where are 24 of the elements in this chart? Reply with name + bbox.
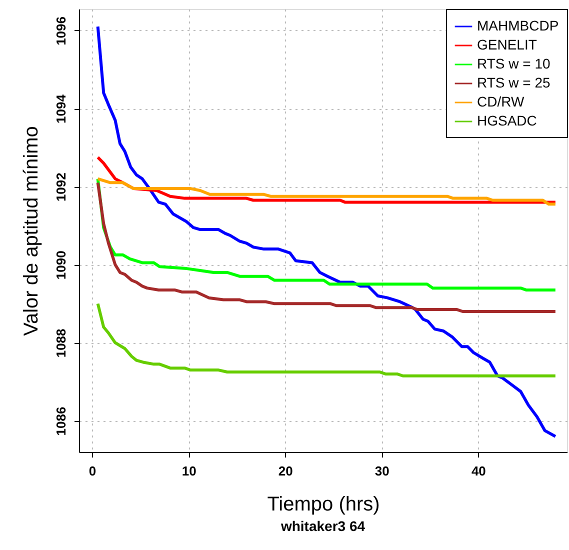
line-series (96, 156, 557, 204)
x-tick-label: 0 (88, 464, 96, 478)
y-axis-title: Valor de aptitud mínimo (20, 126, 42, 336)
x-tick-label: 20 (278, 464, 293, 478)
y-tick-label: 1090 (54, 250, 68, 280)
x-tick-label: 10 (182, 464, 196, 478)
y-tick-label: 1096 (54, 16, 68, 46)
legend-label: HGSADC (477, 112, 537, 128)
y-tick-label: 1094 (54, 94, 68, 124)
line-series (96, 177, 557, 206)
y-tick-label: 1088 (54, 328, 68, 358)
line-series (96, 302, 557, 378)
legend-label: MAHMBCDP (477, 18, 559, 34)
text: whitaker3 64 (280, 518, 366, 534)
y-tick-label: 1092 (54, 172, 68, 202)
x-tick-label: 30 (374, 464, 390, 478)
legend-label: CD/RW (477, 94, 525, 110)
y-tick-label: 1086 (54, 406, 68, 436)
x-tick-label: 40 (471, 464, 486, 478)
legend-label: GENELIT (477, 36, 538, 52)
legend-label: RTS w = 10 (477, 56, 550, 72)
x-axis-title: Tiempo (hrs) (267, 494, 380, 516)
line-series (96, 181, 557, 313)
legend-label: RTS w = 25 (477, 74, 550, 90)
